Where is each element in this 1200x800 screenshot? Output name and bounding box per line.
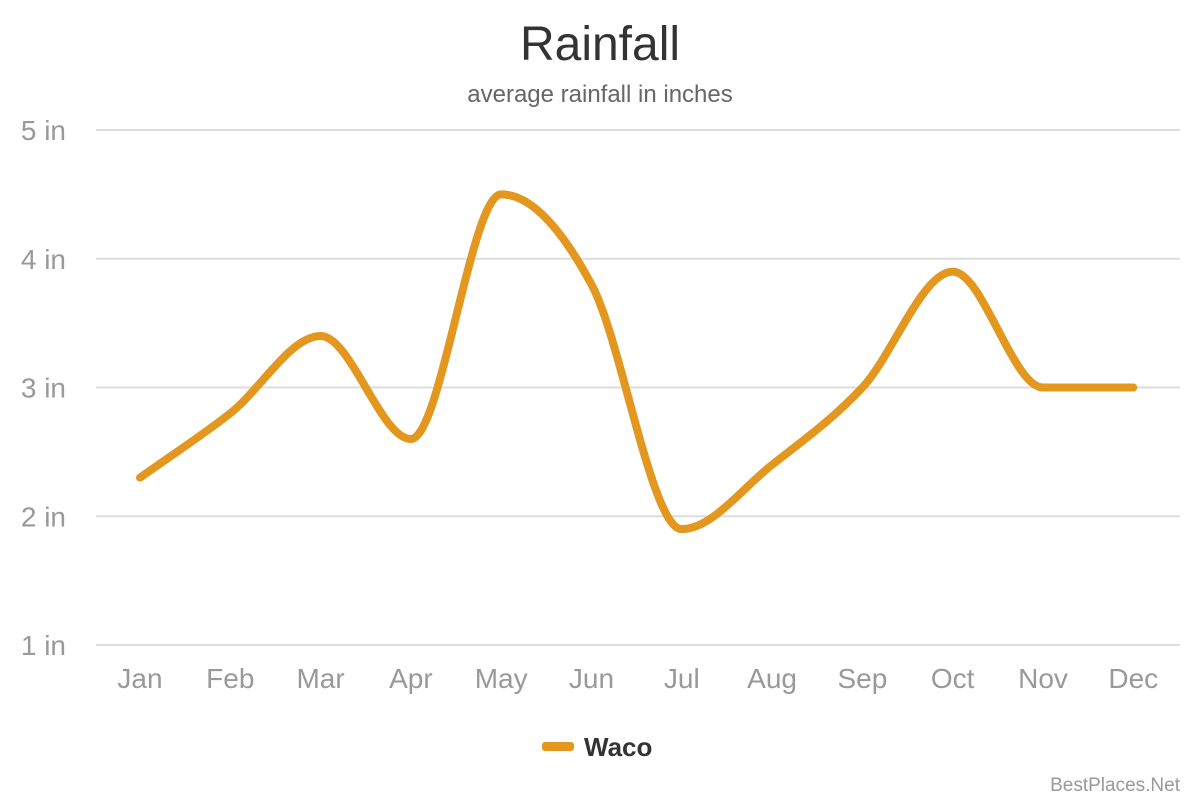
x-tick-label: Mar <box>296 663 344 694</box>
x-tick-label: Apr <box>389 663 433 694</box>
series-layer <box>136 190 1138 534</box>
x-tick-label: Aug <box>747 663 797 694</box>
legend[interactable]: Waco <box>542 732 652 762</box>
y-tick-label: 5 in <box>21 115 66 146</box>
legend-swatch-waco <box>542 742 574 751</box>
x-tick-label: Nov <box>1018 663 1068 694</box>
y-tick-label: 1 in <box>21 630 66 661</box>
x-tick-label: Dec <box>1108 663 1158 694</box>
x-tick-label: Jun <box>569 663 614 694</box>
x-tick-label: Oct <box>931 663 975 694</box>
y-tick-label: 4 in <box>21 244 66 275</box>
y-axis-ticks: 1 in 2 in 3 in 4 in 5 in <box>21 115 66 661</box>
credit-link[interactable]: BestPlaces.Net <box>1050 775 1181 796</box>
x-tick-label: Jul <box>664 663 700 694</box>
chart-subtitle: average rainfall in inches <box>467 81 733 108</box>
series-line-waco[interactable] <box>136 190 1138 534</box>
grid-lines <box>96 129 1180 646</box>
x-axis-ticks: Jan Feb Mar Apr May Jun Jul Aug Sep Oct Nov Dec <box>117 663 1158 694</box>
x-tick-label: Sep <box>837 663 887 694</box>
legend-label-waco: Waco <box>584 732 652 762</box>
y-tick-label: 2 in <box>21 501 66 532</box>
x-tick-label: Feb <box>206 663 254 694</box>
y-tick-label: 3 in <box>21 373 66 404</box>
chart-title: Rainfall <box>520 18 680 71</box>
x-tick-label: May <box>475 663 528 694</box>
x-tick-label: Jan <box>117 663 162 694</box>
